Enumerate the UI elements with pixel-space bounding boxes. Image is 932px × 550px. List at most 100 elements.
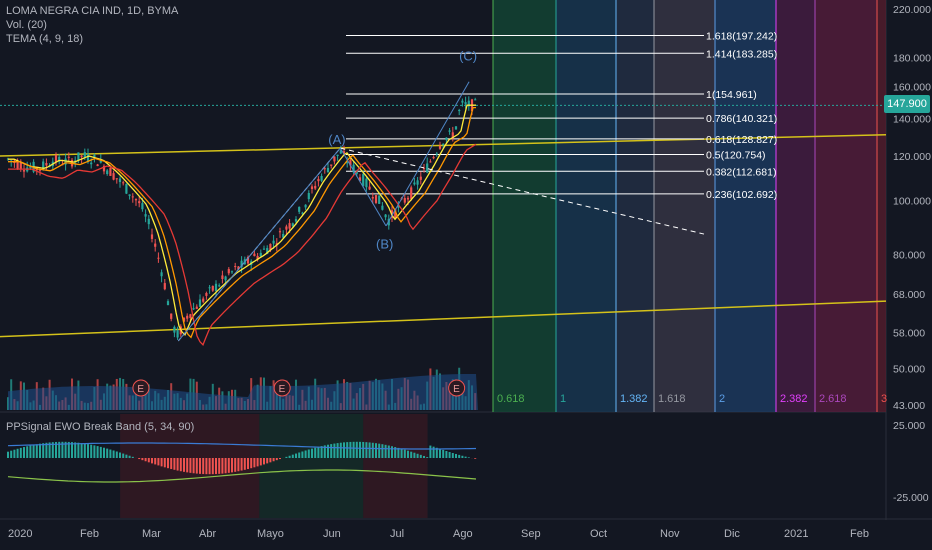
candle-body: [189, 314, 192, 318]
price-axis-tick: 140.000: [893, 114, 931, 126]
osc-bar: [314, 447, 317, 458]
fib-level-label: 1.618(197.242): [706, 30, 777, 42]
osc-upper-band: [7, 442, 477, 450]
candle-body: [307, 192, 310, 200]
candle-body: [371, 197, 374, 199]
candle-body: [166, 301, 170, 306]
earnings-event-icon: [448, 379, 466, 397]
candle-body: [45, 163, 48, 166]
osc-bar: [250, 458, 253, 469]
osc-bar: [51, 442, 54, 458]
osc-bar: [211, 458, 214, 475]
candle-body: [221, 275, 224, 280]
candle-body: [362, 174, 365, 186]
candle-body: [285, 226, 288, 230]
osc-bar: [442, 449, 445, 458]
candle-body: [16, 161, 19, 169]
candle-body: [19, 162, 22, 169]
time-fib-zone: [654, 0, 715, 412]
osc-bar: [247, 458, 249, 470]
osc-bar: [266, 458, 269, 464]
osc-bar: [426, 457, 429, 458]
osc-bar: [163, 458, 166, 468]
candle-body: [298, 206, 301, 212]
candle-body: [67, 156, 70, 158]
osc-bar: [215, 458, 217, 475]
osc-bar: [7, 451, 9, 458]
osc-bar: [371, 442, 374, 458]
volume-ma-area: [8, 374, 478, 410]
candle-body: [419, 176, 422, 180]
time-axis-tick: Abr: [199, 528, 216, 540]
osc-bar: [333, 443, 336, 458]
fib-level-label: 1.414(183.285): [706, 48, 777, 60]
osc-bar: [343, 442, 345, 458]
candle-body: [214, 283, 218, 291]
candle-body: [118, 178, 122, 183]
candle-body: [144, 214, 147, 217]
osc-bar: [279, 458, 281, 460]
osc-bar: [384, 444, 387, 458]
time-axis-tick: Nov: [660, 528, 680, 540]
price-axis-tick: 220.000: [893, 4, 931, 16]
price-axis-tick: 80.000: [893, 249, 925, 261]
candle-body: [426, 163, 429, 173]
candle-body: [154, 243, 157, 247]
tema-indicator-label[interactable]: TEMA (4, 9, 18): [6, 33, 84, 45]
candle-body: [150, 234, 154, 239]
osc-bar: [394, 447, 397, 458]
osc-bar: [48, 442, 51, 458]
osc-bar: [64, 441, 67, 458]
candle-body: [240, 260, 243, 268]
time-fib-zone: [877, 0, 886, 412]
candle-body: [195, 306, 198, 309]
candle-body: [349, 160, 352, 166]
osc-bar: [109, 449, 112, 458]
osc-bar: [144, 458, 147, 462]
time-axis-tick: Ago: [453, 528, 473, 540]
osc-bar: [474, 458, 477, 459]
volume-indicator-label[interactable]: Vol. (20): [6, 19, 47, 31]
osc-bar: [61, 441, 64, 458]
candle-body: [394, 209, 397, 218]
time-axis-tick: Jun: [323, 528, 341, 540]
candle-body: [138, 201, 141, 204]
candle-body: [403, 198, 406, 203]
candle-body: [467, 100, 470, 107]
time-axis-tick: 2021: [784, 528, 808, 540]
wave-label: (C): [459, 48, 477, 63]
osc-bar: [90, 444, 93, 458]
symbol-label[interactable]: LOMA NEGRA CIA IND, 1D, BYMA: [6, 5, 179, 17]
time-axis-tick: Mayo: [257, 528, 284, 540]
candle-body: [122, 182, 125, 184]
candle-body: [102, 165, 106, 172]
osc-bar: [39, 443, 41, 458]
time-fib-label: 1: [560, 393, 566, 405]
osc-bar: [154, 458, 157, 465]
oscillator-indicator-label[interactable]: PPSignal EWO Break Band (5, 34, 90): [6, 421, 195, 433]
candle-body: [112, 173, 115, 180]
osc-bar: [330, 444, 333, 458]
candle-body: [246, 256, 250, 264]
candle-body: [237, 266, 240, 270]
osc-bar: [205, 458, 208, 475]
candle-body: [291, 223, 294, 227]
osc-bar: [125, 454, 128, 458]
candle-body: [253, 253, 256, 257]
fib-level-label: 0.236(102.692): [706, 189, 777, 201]
osc-bar: [256, 458, 259, 467]
osc-bar: [195, 458, 198, 474]
osc-bar: [42, 443, 45, 458]
candle-body: [301, 212, 304, 214]
osc-bar: [240, 458, 243, 471]
candle-body: [310, 186, 314, 190]
candle-body: [83, 152, 86, 158]
candle-body: [198, 299, 202, 307]
candle-body: [454, 126, 458, 130]
osc-bar: [29, 445, 32, 458]
candle-body: [262, 248, 266, 250]
osc-bar: [45, 442, 48, 458]
candle-body: [333, 156, 336, 162]
time-fib-zone: [815, 0, 877, 412]
